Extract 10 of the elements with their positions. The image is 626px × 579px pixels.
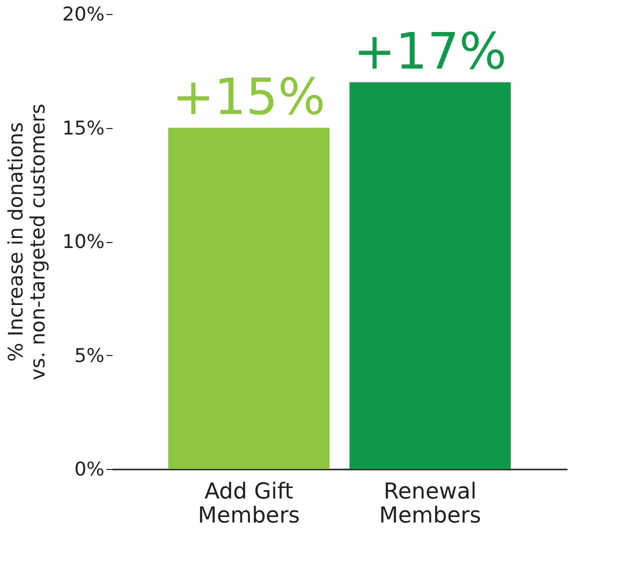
y-tick-label: 10% [62,231,104,253]
x-tick-label: Add Gift Members [198,480,300,528]
x-tick-label: Renewal Members [379,480,482,528]
data-label: +17% [354,22,507,80]
y-tick-label: 0% [74,458,104,480]
y-tick-label: 5% [74,344,104,367]
y-tick-label: 15% [62,117,104,140]
y-axis-title: % Increase in donations vs. non-targeted customers [3,104,50,380]
y-tick-label: 20% [62,4,104,26]
data-label: +15% [172,68,326,126]
